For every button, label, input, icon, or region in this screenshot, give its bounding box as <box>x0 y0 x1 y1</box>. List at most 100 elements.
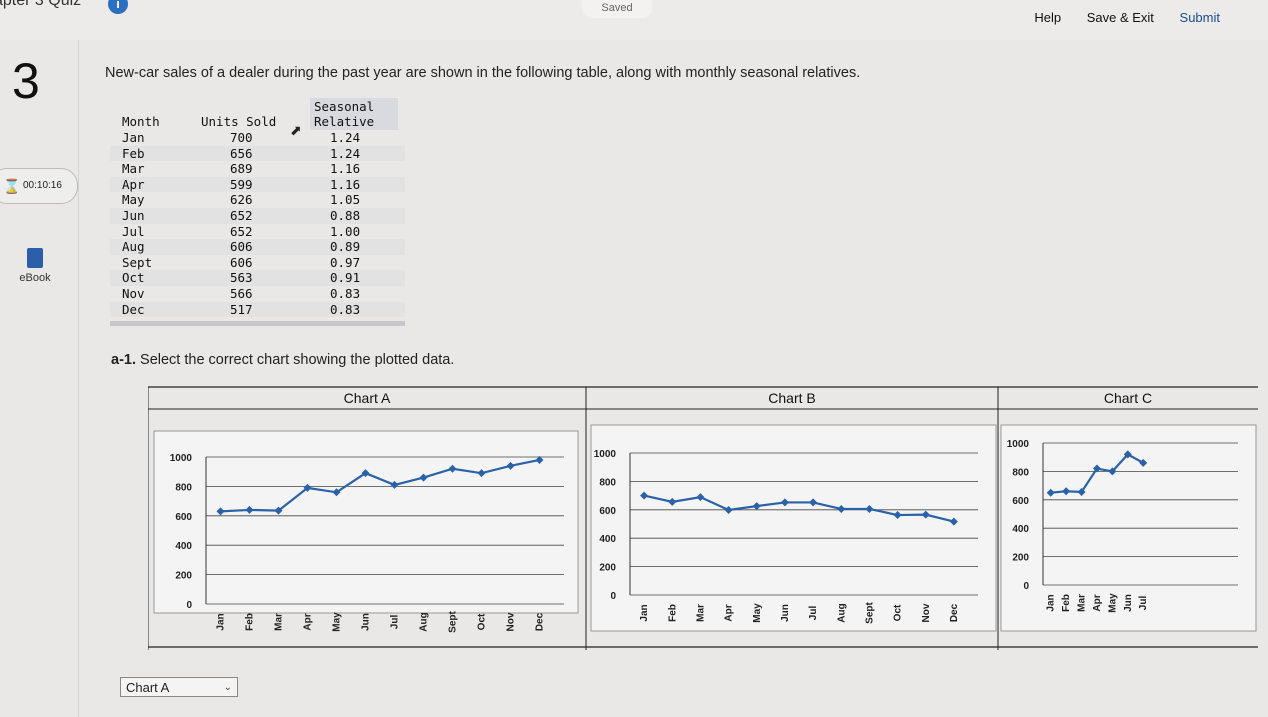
save-exit-link[interactable]: Save & Exit <box>1086 10 1154 25</box>
x-tick-label: Apr <box>303 613 314 630</box>
info-icon[interactable]: i <box>108 0 128 14</box>
hourglass-icon: ⌛ <box>3 178 21 194</box>
chart-panel <box>590 424 997 632</box>
chart-options: Chart A 0 200 400 600 800 1000 Jan Feb Mar Apr May J… <box>148 385 1258 650</box>
cell-seasonal: 0.89 <box>330 239 361 255</box>
data-point-marker <box>1092 464 1101 473</box>
x-tick-label: Jan <box>639 604 650 621</box>
rail-divider <box>78 40 79 717</box>
cell-seasonal: 1.24 <box>330 145 361 161</box>
data-point-marker <box>640 491 649 500</box>
y-tick-label: 600 <box>599 506 616 517</box>
x-tick-label: Jun <box>780 604 791 622</box>
x-tick-label: Jun <box>361 613 372 631</box>
quiz-title: apter 3 Quiz <box>0 0 82 9</box>
x-tick-label: May <box>752 603 763 623</box>
y-tick-label: 1000 <box>1007 439 1030 450</box>
data-point-marker <box>752 502 761 511</box>
y-tick-label: 400 <box>1012 524 1029 535</box>
y-tick-label: 0 <box>610 591 616 602</box>
cell-seasonal: 0.91 <box>330 270 361 286</box>
cell-month: Feb <box>122 145 145 161</box>
x-tick-label: Mar <box>695 604 706 622</box>
cell-month: Oct <box>122 270 145 286</box>
table-row: Mar 689 1.16 <box>110 161 405 177</box>
data-point-marker <box>274 506 283 515</box>
cell-units: 689 <box>230 161 253 177</box>
table-body: Jan 700 1.24 Feb 656 1.24 Mar 689 1.16 Apr 599 1.16… <box>110 130 405 318</box>
cell-seasonal: 0.83 <box>330 285 361 301</box>
data-point-marker <box>1046 488 1055 497</box>
ebook-label: eBook <box>19 272 51 284</box>
x-tick-label: Feb <box>245 613 256 631</box>
cell-month: May <box>122 192 145 208</box>
table-row: Jun 652 0.88 <box>110 207 405 224</box>
table-header: Month Units Sold Seasonal Relative <box>110 98 405 130</box>
x-tick-label: Jul <box>808 606 819 621</box>
mouse-cursor-icon: ⬈ <box>290 122 302 138</box>
y-tick-label: 600 <box>175 512 192 523</box>
data-point-marker <box>477 469 486 478</box>
y-tick-label: 800 <box>599 477 616 488</box>
data-point-marker <box>303 483 312 492</box>
table-row: Aug 606 0.89 <box>110 239 405 255</box>
y-tick-label: 1000 <box>170 453 193 464</box>
cell-seasonal: 1.24 <box>330 130 361 145</box>
x-tick-label: Sept <box>864 601 875 623</box>
x-tick-label: Jul <box>1138 596 1149 611</box>
y-tick-label: 400 <box>599 534 616 545</box>
data-point-marker <box>419 473 428 482</box>
cell-month: Aug <box>122 239 145 255</box>
data-point-marker <box>245 505 254 514</box>
table-row: Oct 563 0.91 <box>110 270 405 286</box>
cell-units: 517 <box>230 301 253 317</box>
question-number: 3 <box>12 53 40 109</box>
subpart-question: a-1. Select the correct chart showing th… <box>111 352 454 368</box>
cell-units: 700 <box>230 130 253 145</box>
data-point-marker <box>865 504 874 513</box>
table-row: Feb 656 1.24 <box>110 145 405 162</box>
data-point-marker <box>780 498 789 507</box>
y-tick-label: 0 <box>186 600 192 611</box>
col-header-relative: Relative <box>314 114 375 129</box>
cell-month: Apr <box>122 176 145 192</box>
y-tick-label: 400 <box>175 541 192 552</box>
x-tick-label: Oct <box>477 613 488 630</box>
cell-units: 652 <box>230 223 253 239</box>
charts-svg: Chart A 0 200 400 600 800 1000 Jan Feb Mar Apr May J… <box>148 386 1258 650</box>
cell-units: 566 <box>230 285 253 301</box>
ebook-button[interactable]: eBook <box>12 248 58 284</box>
x-tick-label: Aug <box>419 612 430 631</box>
x-tick-label: Mar <box>274 613 285 631</box>
cell-month: Dec <box>122 301 145 317</box>
x-tick-label: May <box>332 612 343 632</box>
x-tick-label: Nov <box>921 603 932 622</box>
data-point-marker <box>921 510 930 519</box>
y-tick-label: 200 <box>1012 553 1029 564</box>
timer[interactable]: ⌛ 00:10:16 <box>0 168 78 204</box>
series-line <box>220 458 540 513</box>
table-row: Dec 517 0.83 <box>110 301 405 318</box>
chevron-down-icon: ⌄ <box>223 682 232 693</box>
x-tick-label: Mar <box>1077 594 1088 612</box>
y-tick-label: 0 <box>1023 581 1029 592</box>
cell-seasonal: 0.97 <box>330 254 361 270</box>
x-tick-label: Aug <box>836 603 847 622</box>
x-tick-label: Feb <box>667 604 678 622</box>
table-bottom-rule <box>110 321 405 327</box>
data-point-marker <box>837 504 846 513</box>
chart-panel <box>153 430 579 614</box>
seasonal-header-bg <box>310 98 398 130</box>
chart-title: Chart B <box>768 390 815 406</box>
data-point-marker <box>949 517 958 526</box>
y-tick-label: 800 <box>1012 467 1029 478</box>
x-tick-label: Dec <box>535 612 546 631</box>
chart-answer-select[interactable]: Chart A ⌄ <box>120 677 238 697</box>
data-point-marker <box>696 493 705 502</box>
help-link[interactable]: Help <box>1034 10 1062 25</box>
data-point-marker <box>668 497 677 506</box>
cell-seasonal: 1.16 <box>330 176 361 192</box>
table-row: May 626 1.05 <box>110 192 405 208</box>
x-tick-label: Feb <box>1061 594 1072 612</box>
submit-link[interactable]: Submit <box>1179 10 1220 25</box>
